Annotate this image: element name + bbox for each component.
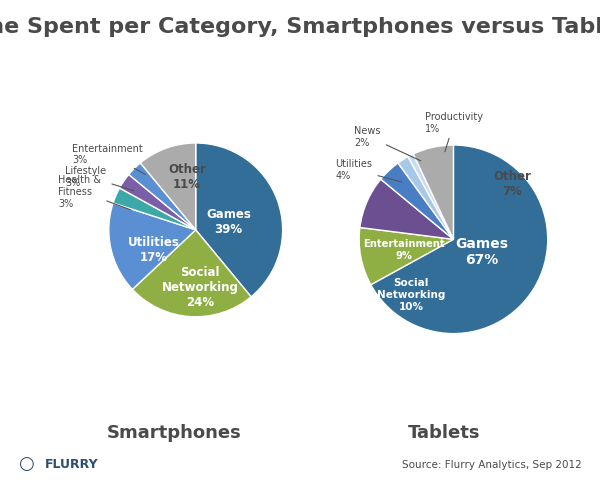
Text: Utilities
17%: Utilities 17% xyxy=(128,236,180,264)
Text: Social
Networking
24%: Social Networking 24% xyxy=(161,265,239,308)
Wedge shape xyxy=(119,175,196,230)
Text: Other
11%: Other 11% xyxy=(168,163,206,191)
Text: Tablets: Tablets xyxy=(408,423,480,441)
Wedge shape xyxy=(129,164,196,230)
Wedge shape xyxy=(140,144,196,230)
Text: Entertainment
9%: Entertainment 9% xyxy=(364,239,445,260)
Text: Utilities
4%: Utilities 4% xyxy=(335,159,402,182)
Text: FLURRY: FLURRY xyxy=(45,457,98,470)
Text: Lifestyle
3%: Lifestyle 3% xyxy=(65,166,134,192)
Wedge shape xyxy=(408,155,454,240)
Wedge shape xyxy=(196,144,283,297)
Text: Health &
Fitness
3%: Health & Fitness 3% xyxy=(58,175,131,210)
Text: Source: Flurry Analytics, Sep 2012: Source: Flurry Analytics, Sep 2012 xyxy=(402,459,582,469)
Text: Time Spent per Category, Smartphones versus Tablets: Time Spent per Category, Smartphones ver… xyxy=(0,17,600,37)
Wedge shape xyxy=(371,146,548,334)
Text: News
2%: News 2% xyxy=(355,126,421,161)
Text: Smartphones: Smartphones xyxy=(107,423,241,441)
Wedge shape xyxy=(398,157,454,240)
Wedge shape xyxy=(413,146,454,240)
Text: Productivity
1%: Productivity 1% xyxy=(425,112,483,153)
Wedge shape xyxy=(381,164,454,240)
Text: Games
39%: Games 39% xyxy=(206,208,251,236)
Wedge shape xyxy=(109,204,196,290)
Wedge shape xyxy=(113,189,196,230)
Text: Entertainment
3%: Entertainment 3% xyxy=(73,143,146,175)
Text: Social
Networking
10%: Social Networking 10% xyxy=(377,278,445,311)
Wedge shape xyxy=(359,228,454,285)
Text: Other
7%: Other 7% xyxy=(493,169,531,197)
Wedge shape xyxy=(360,180,454,240)
Text: Games
67%: Games 67% xyxy=(455,236,508,266)
Text: ○: ○ xyxy=(18,454,34,472)
Wedge shape xyxy=(133,230,251,317)
